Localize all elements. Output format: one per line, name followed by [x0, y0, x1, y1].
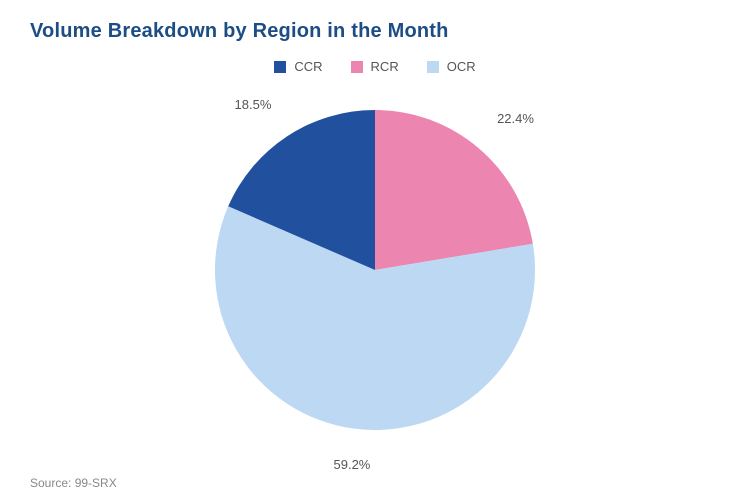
legend-item-ccr: CCR	[274, 59, 322, 74]
legend-label-ocr: OCR	[447, 59, 476, 74]
legend-item-rcr: RCR	[351, 59, 399, 74]
slice-label-rcr: 22.4%	[497, 111, 534, 126]
pie-svg	[215, 110, 535, 430]
chart-title: Volume Breakdown by Region in the Month	[30, 20, 720, 43]
legend-label-ccr: CCR	[294, 59, 322, 74]
pie-slice-rcr	[375, 110, 533, 270]
chart-card: Volume Breakdown by Region in the Month …	[0, 0, 750, 504]
legend-swatch-ocr	[427, 61, 439, 73]
source-attribution: Source: 99-SRX	[30, 476, 117, 490]
legend-label-rcr: RCR	[371, 59, 399, 74]
legend-swatch-ccr	[274, 61, 286, 73]
legend-swatch-rcr	[351, 61, 363, 73]
pie-chart: 22.4%59.2%18.5%	[30, 80, 720, 460]
slice-label-ccr: 18.5%	[235, 97, 272, 112]
legend: CCR RCR OCR	[30, 59, 720, 74]
legend-item-ocr: OCR	[427, 59, 476, 74]
slice-label-ocr: 59.2%	[334, 457, 371, 472]
